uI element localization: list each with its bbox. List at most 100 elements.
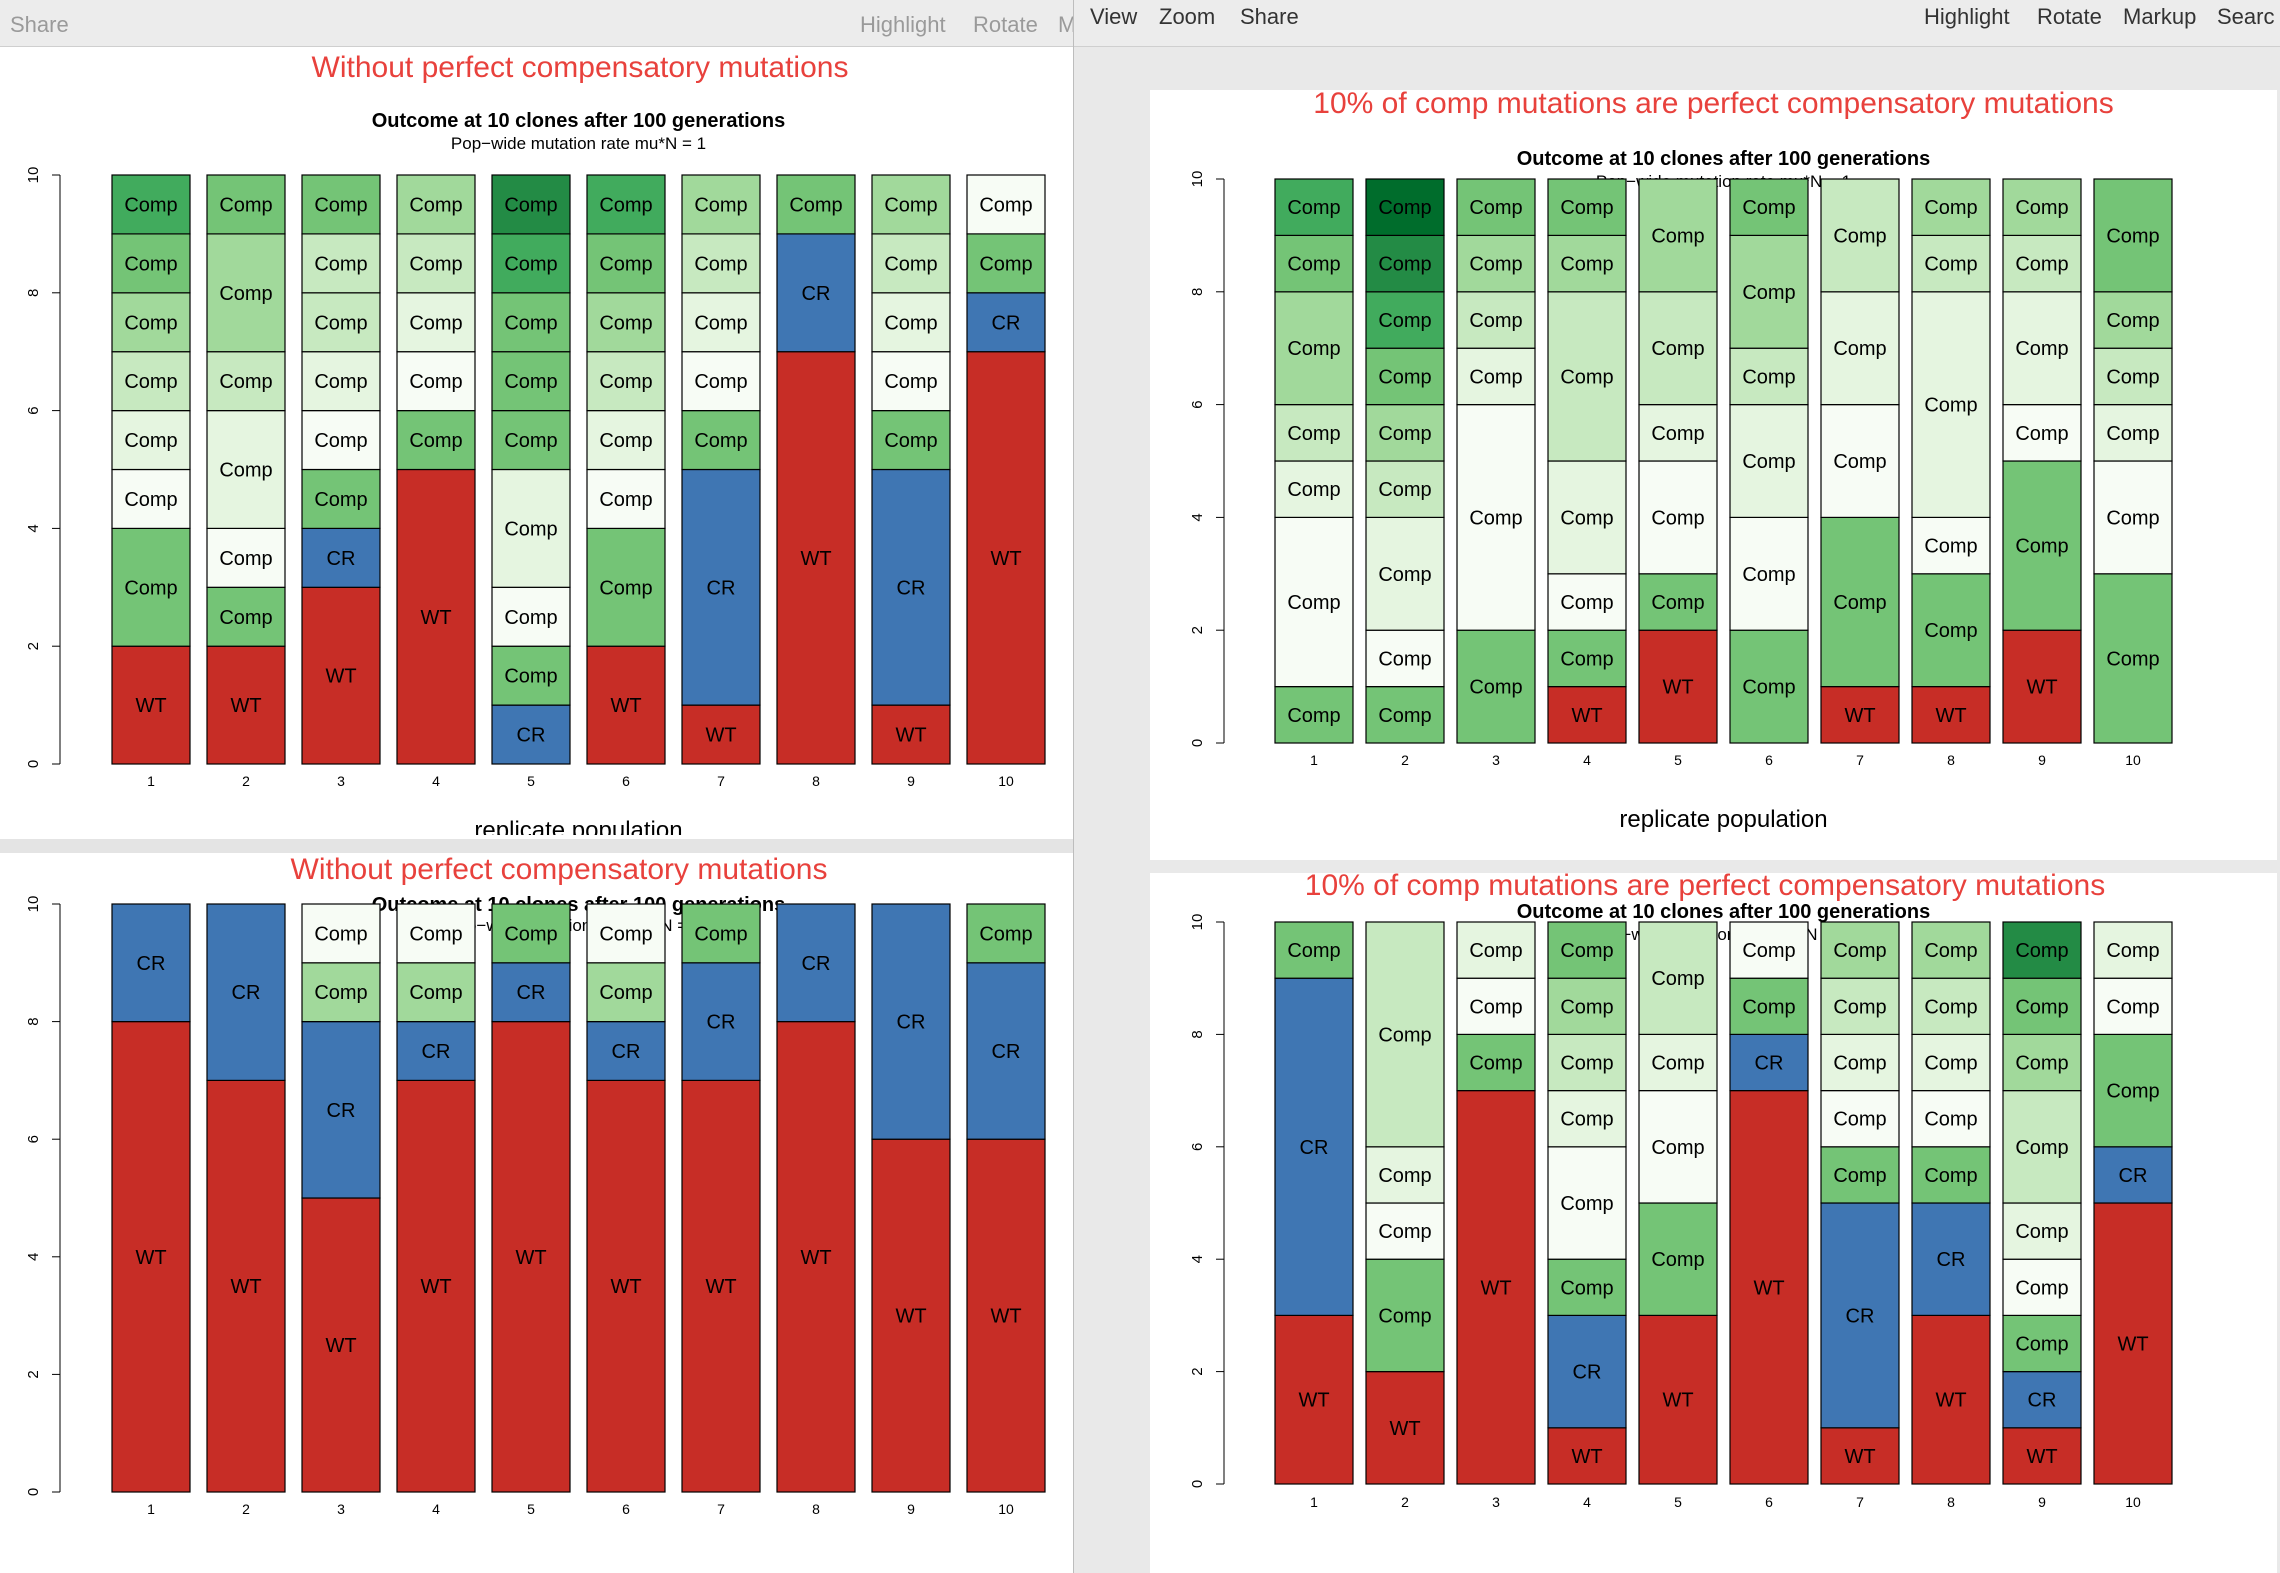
panel-heading: 10% of comp mutations are perfect compen… — [1304, 873, 2106, 902]
share-button[interactable]: Share — [1240, 4, 1299, 29]
zoom-menu[interactable]: Zoom — [1159, 4, 1216, 29]
bar-segment-comp — [1547, 921, 1627, 979]
segment-label: CR — [707, 1012, 736, 1034]
x-tick-label: 7 — [1856, 1494, 1864, 1510]
segment-label: Comp — [409, 253, 462, 275]
bar-segment-wt — [966, 351, 1046, 765]
bar-segment-comp — [396, 174, 476, 235]
bar-segment-comp — [1365, 629, 1445, 688]
segment-label: Comp — [1560, 592, 1613, 614]
x-tick-label: 5 — [1674, 1494, 1682, 1510]
right-toolbar: View Zoom Share Highlight Rotate Markup … — [1074, 0, 2280, 47]
segment-label: WT — [325, 666, 356, 688]
segment-label: Comp — [1469, 366, 1522, 388]
y-tick-label: 2 — [1189, 1367, 1206, 1375]
y-tick-label: 2 — [1189, 626, 1206, 634]
bar-segment-comp — [491, 292, 571, 353]
segment-label: WT — [990, 1306, 1021, 1328]
x-tick-label: 6 — [1765, 1494, 1773, 1510]
chart-svg: Outcome at 10 clones after 100 generatio… — [25, 894, 1046, 1517]
bar-segment-comp — [2093, 347, 2173, 406]
segment-label: Comp — [1560, 940, 1613, 962]
bar-segment-comp — [1638, 460, 1718, 575]
segment-label: WT — [1753, 1277, 1784, 1299]
bar-segment-comp — [1820, 404, 1900, 519]
bar-segment-comp — [2002, 404, 2082, 462]
bar-segment-comp — [1911, 977, 1991, 1035]
segment-label: CR — [2028, 1390, 2057, 1412]
segment-label: CR — [422, 1041, 451, 1063]
segment-label: CR — [1937, 1249, 1966, 1271]
bar-segment-comp — [111, 233, 191, 294]
segment-label: Comp — [1651, 338, 1704, 360]
bar-segment-comp — [1911, 178, 1991, 237]
x-tick-label: 3 — [337, 773, 345, 789]
x-tick-label: 3 — [1492, 1494, 1500, 1510]
segment-label: CR — [517, 982, 546, 1004]
segment-label: WT — [1935, 1390, 1966, 1412]
bar-segment-comp — [111, 410, 191, 471]
bar-segment-comp — [1638, 1033, 1718, 1092]
bar-segment-comp — [871, 233, 951, 294]
x-tick-label: 7 — [717, 1501, 725, 1517]
bar-segment-comp — [206, 233, 286, 353]
segment-label: CR — [2119, 1165, 2148, 1187]
segment-label: Comp — [1833, 996, 1886, 1018]
bar-segment-wt — [1911, 1314, 1991, 1485]
segment-label: Comp — [694, 194, 747, 216]
bar-segment-wt — [1820, 1427, 1900, 1485]
segment-label: Comp — [1287, 705, 1340, 727]
markup-button-cut[interactable]: M — [1058, 12, 1073, 37]
bar-segment-comp — [681, 903, 761, 964]
bar-segment-comp — [586, 527, 666, 647]
segment-label: Comp — [2106, 507, 2159, 529]
segment-label: WT — [895, 725, 926, 747]
chart-panel-top-left: Without perfect compensatory mutations O… — [0, 47, 1073, 839]
bar-segment-comp — [1729, 178, 1809, 237]
segment-label: CR — [1846, 1305, 1875, 1327]
segment-label: Comp — [2015, 1277, 2068, 1299]
segment-label: Comp — [1560, 648, 1613, 670]
segment-label: Comp — [1378, 1305, 1431, 1327]
bar-segment-comp — [491, 410, 571, 471]
segment-label: Comp — [219, 460, 272, 482]
segment-label: CR — [992, 312, 1021, 334]
bar-segment-comp — [206, 410, 286, 530]
bar-segment-comp — [2093, 178, 2173, 293]
segment-label: WT — [1844, 705, 1875, 727]
highlight-button[interactable]: Highlight — [1924, 4, 2010, 29]
view-menu[interactable]: View — [1090, 4, 1138, 29]
segment-label: Comp — [1378, 648, 1431, 670]
segment-label: Comp — [1651, 1137, 1704, 1159]
bar-segment-cr — [586, 1021, 666, 1082]
bar-segment-wt — [2002, 629, 2082, 744]
segment-label: Comp — [409, 371, 462, 393]
bar-segment-comp — [966, 903, 1046, 964]
bar-segment-comp — [1820, 1146, 1900, 1204]
rotate-button[interactable]: Rotate — [2037, 4, 2102, 29]
x-tick-label: 2 — [1401, 752, 1409, 768]
segment-label: Comp — [2015, 940, 2068, 962]
segment-label: WT — [515, 1247, 546, 1269]
y-tick-label: 0 — [25, 1488, 42, 1496]
chart-subtitle: Pop−wide mutation rate mu*N = 10 — [1591, 925, 1856, 944]
y-tick-label: 4 — [1189, 1255, 1206, 1263]
markup-button[interactable]: Markup — [2123, 4, 2197, 29]
bar-segment-comp — [1365, 460, 1445, 519]
segment-label: Comp — [1924, 1053, 1977, 1075]
rotate-button[interactable]: Rotate — [973, 12, 1038, 37]
x-axis-label: replicate population — [474, 817, 682, 835]
x-tick-label: 8 — [1947, 752, 1955, 768]
segment-label: Comp — [409, 923, 462, 945]
segment-label: Comp — [2106, 225, 2159, 247]
bar-segment-comp — [586, 351, 666, 412]
bar-segment-comp — [1365, 1202, 1445, 1260]
search-field[interactable]: Searc — [2217, 4, 2275, 29]
highlight-button[interactable]: Highlight — [860, 12, 946, 37]
bar-segment-cr — [966, 292, 1046, 353]
bar-segment-comp — [2002, 1314, 2082, 1373]
x-tick-label: 10 — [998, 773, 1014, 789]
share-button[interactable]: Share — [10, 12, 69, 37]
segment-label: WT — [705, 1276, 736, 1298]
x-tick-label: 5 — [1674, 752, 1682, 768]
